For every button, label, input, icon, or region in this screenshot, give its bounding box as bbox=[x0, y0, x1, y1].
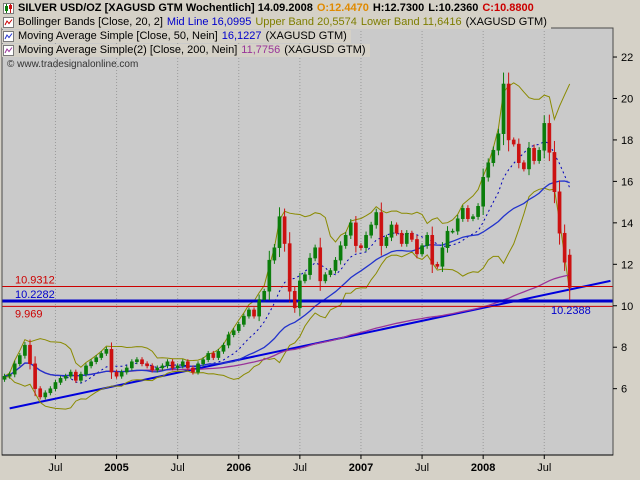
bollinger-header: Bollinger Bands [Close, 20, 2] Mid Line … bbox=[2, 16, 551, 29]
sma200-symbol-suffix: (XAGUSD GTM) bbox=[284, 44, 366, 56]
sma50-header: Moving Average Simple [Close, 50, Nein] … bbox=[2, 30, 351, 43]
high-value: H:12.7300 bbox=[372, 2, 425, 14]
x-tick-label: 2006 bbox=[227, 462, 251, 474]
y-tick-label: 6 bbox=[621, 384, 627, 396]
plot-background[interactable] bbox=[2, 28, 613, 455]
x-tick-label: Jul bbox=[293, 462, 307, 474]
sma-50-line bbox=[4, 180, 570, 377]
y-tick-label: 12 bbox=[621, 259, 633, 271]
bollinger-upper-band bbox=[4, 82, 571, 377]
x-tick-label: Jul bbox=[537, 462, 551, 474]
sma200-label: Moving Average Simple(2) [Close, 200, Ne… bbox=[18, 44, 238, 56]
copyright-watermark: © www.tradesignalonline.com bbox=[7, 59, 139, 70]
y-tick-label: 8 bbox=[621, 342, 627, 354]
indicator-icon bbox=[3, 17, 14, 28]
x-tick-label: Jul bbox=[415, 462, 429, 474]
gridlines bbox=[54, 28, 545, 455]
indicator-icon bbox=[3, 45, 14, 56]
sma50-value: 16,1227 bbox=[221, 30, 262, 42]
close-value: C:10.8800 bbox=[482, 2, 534, 14]
bollinger-symbol-suffix: (XAGUSD GTM) bbox=[465, 16, 547, 28]
sma50-symbol-suffix: (XAGUSD GTM) bbox=[265, 30, 347, 42]
y-tick-label: 20 bbox=[621, 93, 633, 105]
level-label: 9.969 bbox=[15, 308, 43, 320]
x-axis: Jul 2005 Jul 2006 Jul 2007 Jul 2008 Jul bbox=[2, 454, 613, 474]
x-tick-label: Jul bbox=[48, 462, 62, 474]
x-tick-label: 2008 bbox=[471, 462, 495, 474]
sma200-value: 11,7756 bbox=[241, 44, 281, 56]
chart-title: SILVER USD/OZ [XAGUSD GTM Wochentlich] 1… bbox=[18, 2, 313, 14]
bollinger-mid-value: Mid Line 16,0995 bbox=[166, 16, 252, 28]
bollinger-mid-line bbox=[4, 141, 571, 384]
x-tick-label: Jul bbox=[171, 462, 185, 474]
level-label: 10.9312 bbox=[15, 274, 55, 286]
candlestick-icon bbox=[3, 3, 14, 14]
low-value: L:10.2360 bbox=[428, 2, 479, 14]
y-tick-label: 14 bbox=[621, 218, 633, 230]
bollinger-label: Bollinger Bands [Close, 20, 2] bbox=[18, 16, 163, 28]
instrument-header: SILVER USD/OZ [XAGUSD GTM Wochentlich] 1… bbox=[2, 2, 538, 15]
sma200-header: Moving Average Simple(2) [Close, 200, Ne… bbox=[2, 44, 370, 57]
y-tick-label: 10 bbox=[621, 301, 633, 313]
level-label: 10.2282 bbox=[15, 289, 55, 301]
y-tick-label: 16 bbox=[621, 176, 633, 188]
price-marker-label: 10.2388 bbox=[551, 305, 591, 317]
y-tick-label: 18 bbox=[621, 135, 633, 147]
open-value: O:12.4470 bbox=[316, 2, 369, 14]
y-axis: 22 20 18 16 14 12 10 8 6 bbox=[613, 52, 633, 396]
x-tick-label: 2005 bbox=[104, 462, 128, 474]
sma50-label: Moving Average Simple [Close, 50, Nein] bbox=[18, 30, 218, 42]
x-tick-label: 2007 bbox=[349, 462, 373, 474]
bollinger-lower-band bbox=[4, 187, 571, 410]
y-tick-label: 22 bbox=[621, 52, 633, 64]
candles bbox=[2, 72, 572, 400]
indicator-icon bbox=[3, 31, 14, 42]
bollinger-lower-value: Lower Band 11,6416 bbox=[360, 16, 462, 28]
bollinger-upper-value: Upper Band 20,5574 bbox=[255, 16, 357, 28]
